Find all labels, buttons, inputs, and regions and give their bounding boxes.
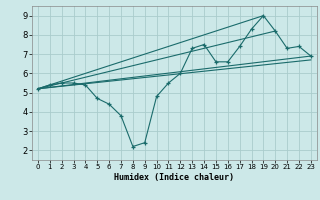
X-axis label: Humidex (Indice chaleur): Humidex (Indice chaleur) [115,173,234,182]
